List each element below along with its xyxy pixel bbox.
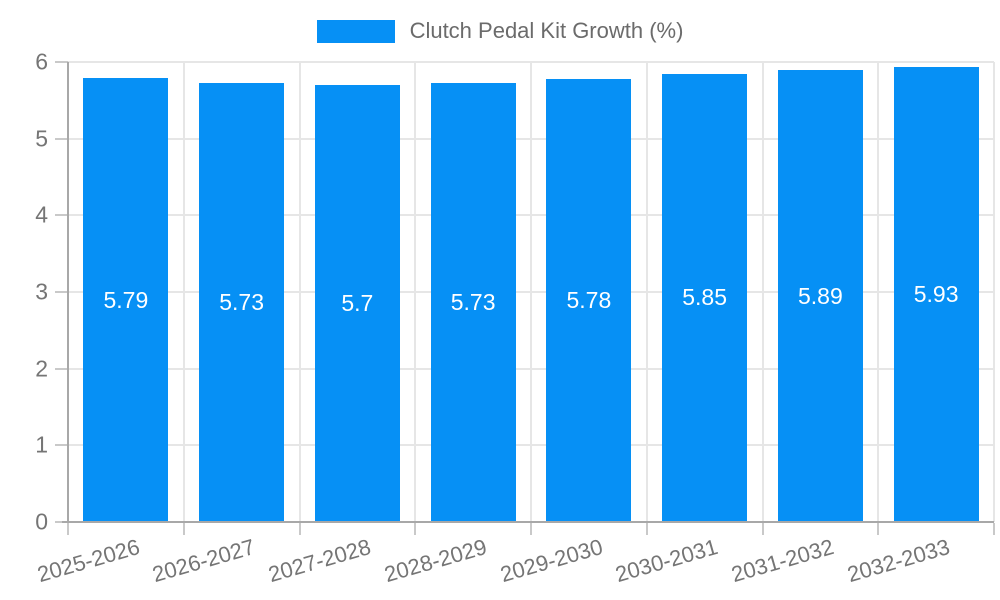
bar-value-label: 5.78 <box>566 286 612 313</box>
x-tick-label: 2029-2030 <box>497 534 606 588</box>
bar[interactable]: 5.93 <box>893 67 979 522</box>
x-axis-tick <box>67 523 69 535</box>
bar[interactable]: 5.78 <box>546 78 632 522</box>
x-tick-label: 2032-2033 <box>844 534 953 588</box>
legend[interactable]: Clutch Pedal Kit Growth (%) <box>0 18 1000 44</box>
y-axis-tick <box>55 367 68 370</box>
bar[interactable]: 5.73 <box>199 82 285 522</box>
x-axis-tick <box>761 523 764 535</box>
bar[interactable]: 5.73 <box>430 82 516 522</box>
gridline-vertical <box>993 62 995 522</box>
y-axis-tick <box>55 214 68 217</box>
gridline-vertical <box>182 62 185 522</box>
legend-swatch <box>316 19 395 43</box>
y-tick-label: 0 <box>35 508 48 535</box>
y-tick-label: 4 <box>35 201 48 228</box>
y-axis-tick <box>55 291 68 293</box>
y-axis-tick <box>55 61 68 63</box>
y-tick-label: 1 <box>35 431 48 458</box>
gridline-vertical <box>761 62 764 522</box>
bar-value-label: 5.73 <box>450 288 496 315</box>
x-axis-line <box>62 521 994 523</box>
gridline-vertical <box>298 62 301 522</box>
gridline-vertical <box>645 62 648 522</box>
bar-value-label: 5.85 <box>682 284 727 311</box>
gridline-vertical <box>414 62 417 522</box>
legend-label: Clutch Pedal Kit Growth (%) <box>409 18 684 43</box>
y-tick-label: 2 <box>35 355 48 382</box>
x-tick-label: 2025-2026 <box>34 534 143 588</box>
x-axis-tick <box>993 523 995 535</box>
x-axis-tick <box>182 523 185 535</box>
bar[interactable]: 5.79 <box>83 78 169 522</box>
bar-value-label: 5.73 <box>219 288 264 315</box>
x-axis-tick <box>877 523 880 535</box>
bar-value-label: 5.93 <box>913 281 959 308</box>
x-tick-label: 2026-2027 <box>149 534 258 588</box>
y-axis-tick <box>55 137 68 140</box>
y-tick-label: 3 <box>35 278 48 305</box>
y-axis-line <box>67 62 69 535</box>
x-axis-tick <box>298 523 301 535</box>
bar[interactable]: 5.89 <box>777 70 863 522</box>
x-tick-label: 2030-2031 <box>612 534 721 588</box>
y-axis-tick <box>55 521 68 523</box>
bar[interactable]: 5.85 <box>662 73 748 522</box>
bar[interactable]: 5.7 <box>314 85 400 522</box>
bar-value-label: 5.7 <box>341 290 374 316</box>
gridline-vertical <box>877 62 880 522</box>
x-tick-label: 2028-2029 <box>381 534 490 588</box>
y-tick-label: 5 <box>35 125 48 152</box>
bar-value-label: 5.89 <box>797 282 843 309</box>
y-axis-tick <box>55 444 68 447</box>
x-axis-tick <box>645 523 648 535</box>
x-axis-tick <box>414 523 417 535</box>
gridline-vertical <box>530 62 532 522</box>
bar-value-label: 5.79 <box>103 286 149 313</box>
x-tick-label: 2027-2028 <box>265 534 374 588</box>
y-tick-label: 6 <box>35 48 48 75</box>
x-tick-label: 2031-2032 <box>728 534 837 588</box>
x-axis-tick <box>530 523 532 535</box>
